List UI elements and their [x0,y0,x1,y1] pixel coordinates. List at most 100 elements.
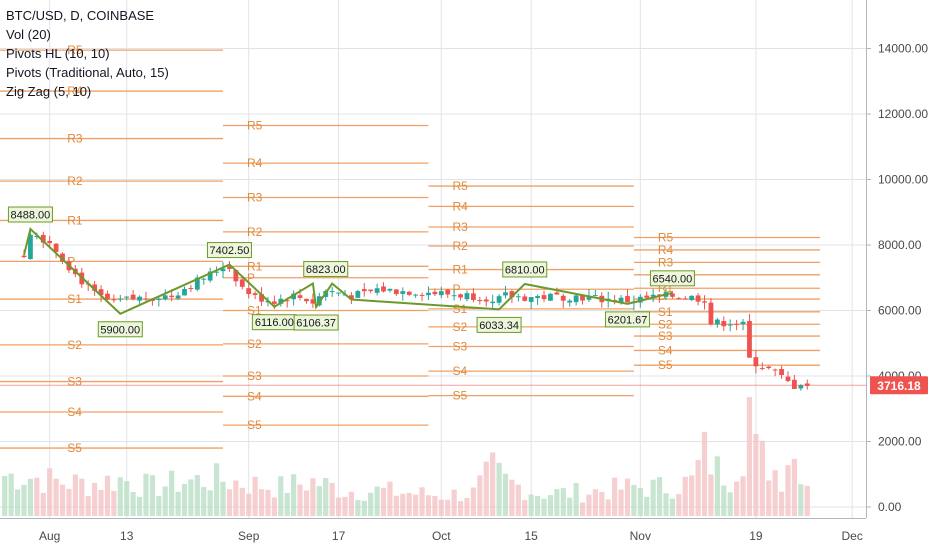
candle-body [143,298,149,300]
volume-bar [21,484,27,516]
volume-bar [676,494,682,516]
volume-bar [8,473,14,516]
time-tick-label: 15 [525,529,539,543]
volume-bar [502,473,509,516]
volume-bar [586,494,592,516]
volume-bar [740,476,746,516]
volume-bar [541,498,547,516]
volume-bar [98,489,104,516]
volume-bar [496,462,502,516]
volume-bar [246,493,252,516]
legend-zigzag[interactable]: Zig Zag (5, 10) [6,84,92,99]
volume-bar [759,440,765,516]
candle-body [368,289,374,292]
pivot-label: S1 [67,292,82,306]
candle-body [503,292,508,296]
volume-bar [682,476,688,516]
candle-body [336,292,341,294]
candle-body [689,295,695,301]
legend-pivots-hl[interactable]: Pivots HL (10, 10) [6,46,110,61]
pivot-label: S5 [247,418,262,432]
volume-bar [348,491,355,516]
candle-body [214,271,219,273]
pivot-label: S3 [452,340,467,354]
candle-body [194,277,200,290]
volume-bar [721,485,727,516]
pivot-label: S3 [247,369,262,383]
pivot-label: R2 [67,174,83,188]
indicator-legend: BTC/USD, D, COINBASE Vol (20) Pivots HL … [6,6,169,101]
candle-body [727,324,733,326]
candle-body [625,296,630,303]
price-tick-label: 8000.00 [878,238,922,252]
volume-bar [438,499,444,516]
pivot-label: R1 [452,263,468,277]
candle-body [477,300,483,302]
time-tick-label: Aug [39,529,60,543]
zigzag-label: 6810.00 [505,264,545,276]
symbol-title[interactable]: BTC/USD, D, COINBASE [6,8,155,23]
candle-body [162,295,168,300]
volume-bar [393,495,399,516]
candle-body [804,383,810,386]
candle-body [182,288,187,296]
candle-body [271,301,277,304]
price-axis[interactable]: 0.002000.004000.006000.008000.0010000.00… [866,0,932,550]
volume-bar [400,493,406,516]
candle-body [34,235,40,237]
candle-body [304,298,309,302]
volume-bar [265,489,271,516]
candle-body [426,292,431,296]
candle-body [580,295,585,301]
volume-bar [714,456,720,516]
candle-body [702,301,707,303]
volume-bar [291,474,297,516]
pivot-label: S2 [452,320,467,334]
time-tick-label: Oct [432,529,451,543]
pivot-label: S4 [247,389,262,403]
volume-bar [785,465,791,516]
volume-bar [361,500,367,516]
candle-body [284,300,290,302]
legend-volume[interactable]: Vol (20) [6,27,51,42]
volume-bar [34,477,40,516]
legend-pivots[interactable]: Pivots (Traditional, Auto, 15) [6,65,169,80]
zigzag-path [23,227,673,315]
candle-body [188,288,194,290]
candle-body [708,302,714,325]
candle-body [682,298,688,300]
current-price-tag [870,376,928,395]
zigzag-label-box [502,261,548,278]
volume-bar [188,479,194,516]
time-tick-label: 13 [120,529,134,543]
candle-body [734,323,740,325]
pivot-label: R4 [247,156,263,170]
volume-bar [156,496,162,516]
candle-body [445,289,451,295]
pivot-label: S3 [658,329,673,343]
volume-bar [143,473,149,516]
volume-bar [599,491,605,516]
volume-bar [734,481,740,516]
volume-bar [419,487,425,516]
volume-bar [778,491,785,516]
volume-bar [226,489,233,516]
pivot-label: R5 [658,230,674,244]
pivot-label: S2 [247,337,262,351]
candle-body [47,240,53,244]
volume-bar [92,482,98,516]
pivot-label: R4 [658,243,674,257]
volume-bar [252,476,258,516]
candle-body [381,286,386,292]
zigzag-label: 6823.00 [306,264,346,276]
pivot-label: S5 [658,358,673,372]
candle-body [432,291,438,295]
candle-body [374,288,380,293]
volume-bar [612,477,618,516]
candle-body [785,376,791,382]
time-axis[interactable]: Aug 13 Sep 17 Oct 15 Nov 19 Dec [0,518,866,550]
zigzag-label-box [476,316,522,333]
pivot-label: S1 [658,305,673,319]
volume-bar [329,483,335,516]
